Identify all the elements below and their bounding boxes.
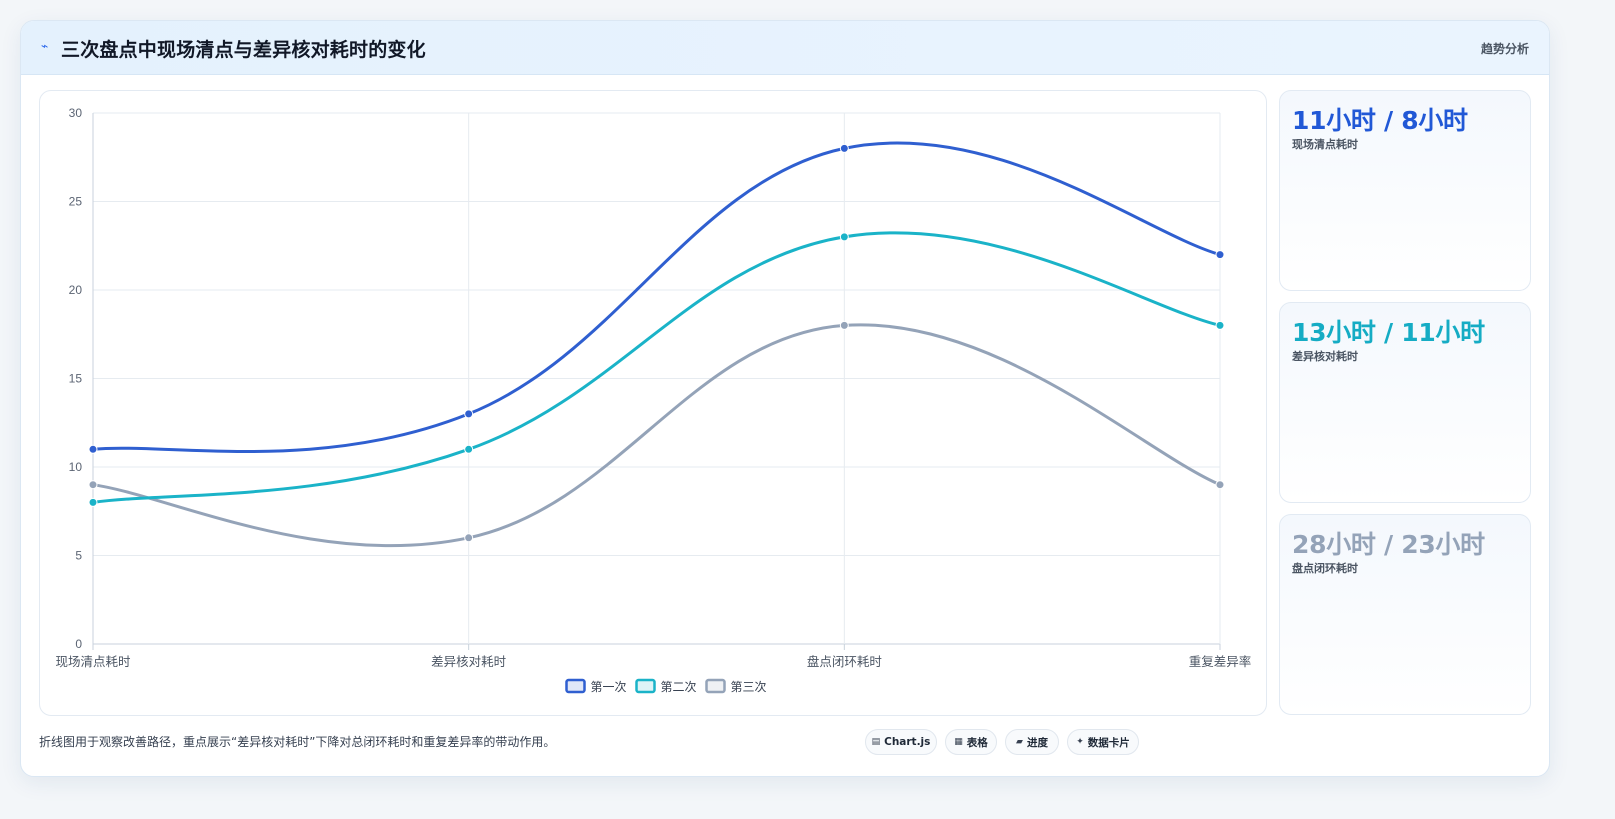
card-icon: ✦: [1076, 737, 1084, 747]
page-title: 三次盘点中现场清点与差异核对耗时的变化: [61, 39, 426, 61]
data-point: [1215, 250, 1225, 260]
y-tick-label: 5: [75, 549, 82, 563]
chip-label: 数据卡片: [1087, 736, 1130, 749]
chart-card: ⌁ 三次盘点中现场清点与差异核对耗时的变化 趋势分析 0 5 10 15 20 25 30 现…: [20, 20, 1550, 777]
side-card-label: 现场清点耗时: [1292, 138, 1358, 151]
chip-label: 表格: [966, 736, 988, 749]
card-header: ⌁ 三次盘点中现场清点与差异核对耗时的变化 趋势分析: [21, 21, 1549, 75]
x-tick-label: 现场清点耗时: [55, 654, 131, 669]
side-card-value: 28小时 / 23小时: [1292, 530, 1485, 559]
x-tick-label: 重复差异率: [1189, 654, 1252, 669]
legend-swatch: [635, 678, 656, 694]
data-point: [88, 497, 98, 507]
data-point: [464, 409, 474, 419]
progress-icon: ▰: [1016, 737, 1023, 747]
side-card-label: 盘点闭环耗时: [1292, 562, 1358, 575]
y-tick-label: 15: [69, 372, 83, 386]
data-point: [88, 480, 98, 490]
side-card-closure-time: 28小时 / 23小时 盘点闭环耗时: [1279, 514, 1531, 715]
legend-label: 第一次: [591, 680, 627, 694]
chip-progress[interactable]: ▰ 进度: [1005, 729, 1059, 755]
series-line-第一次: [91, 141, 1222, 454]
data-point: [839, 232, 849, 242]
y-tick-label: 20: [69, 283, 83, 297]
side-card-label: 差异核对耗时: [1292, 350, 1358, 363]
side-card-value: 11小时 / 8小时: [1292, 106, 1468, 135]
side-card-count-time: 11小时 / 8小时 现场清点耗时: [1279, 90, 1531, 291]
data-point: [464, 444, 474, 454]
data-point: [464, 533, 474, 543]
chip-label: 进度: [1026, 736, 1048, 749]
x-tick-label: 盘点闭环耗时: [807, 654, 883, 669]
data-point: [839, 320, 849, 330]
x-tick-label: 差异核对耗时: [431, 654, 507, 669]
y-tick-label: 10: [69, 460, 83, 474]
series-line-第二次: [91, 231, 1222, 504]
legend-swatch: [705, 678, 726, 694]
chip-table[interactable]: ▦ 表格: [945, 729, 997, 755]
table-icon: ▦: [954, 737, 963, 747]
y-tick-label: 30: [69, 106, 83, 120]
line-chart-panel: 0 5 10 15 20 25 30 现场清点耗时 差异核对耗时 盘点闭环耗时 重复差异率第一次 第二…: [39, 90, 1267, 716]
side-card-value: 13小时 / 11小时: [1292, 318, 1485, 347]
data-point: [1215, 320, 1225, 330]
side-card-reconcile-time: 13小时 / 11小时 差异核对耗时: [1279, 302, 1531, 503]
y-tick-label: 25: [69, 195, 83, 209]
chip-data-card[interactable]: ✦ 数据卡片: [1067, 729, 1139, 755]
data-point: [1215, 480, 1225, 490]
data-point: [839, 143, 849, 153]
chip-label: Chart.js: [884, 736, 931, 748]
chart-icon: ▤: [871, 737, 881, 747]
y-tick-label: 0: [75, 637, 82, 651]
trend-analysis-tag: 趋势分析: [1480, 42, 1529, 56]
legend-label: 第二次: [661, 680, 697, 694]
data-point: [88, 444, 98, 454]
series-line-第三次: [91, 323, 1222, 548]
chip-chartjs[interactable]: ▤ Chart.js: [865, 729, 937, 755]
legend-label: 第三次: [731, 680, 767, 694]
lightning-icon: ⌁: [41, 39, 49, 53]
footer-note: 折线图用于观察改善路径，重点展示“差异核对耗时”下降对总闭环耗时和重复差异率的带…: [39, 735, 556, 749]
legend-swatch: [565, 678, 586, 694]
